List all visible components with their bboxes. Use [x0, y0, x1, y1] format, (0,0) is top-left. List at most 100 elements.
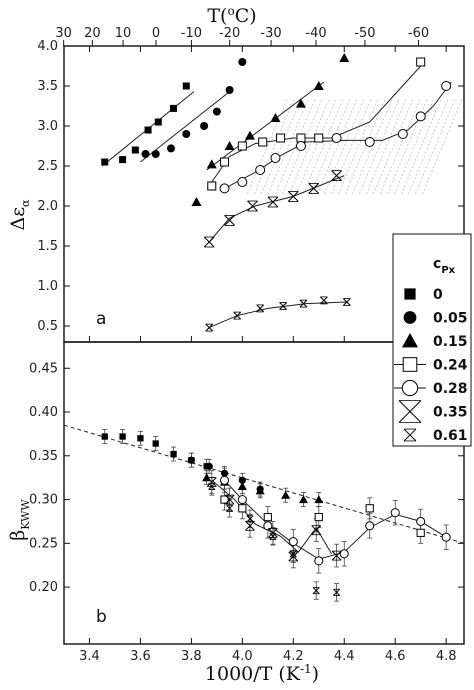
open-circle-point — [255, 165, 266, 175]
top-axis-title: T(oC) — [207, 4, 256, 27]
filled-circle-point — [182, 130, 191, 138]
hatch-line — [268, 97, 309, 195]
legend-label: 0.05 — [433, 311, 468, 327]
hatch-line — [359, 97, 400, 195]
open-square-point — [220, 157, 230, 167]
filled-triangle-point — [255, 486, 265, 495]
legend-label: 0.35 — [433, 405, 468, 421]
open-square-point — [296, 133, 306, 143]
filled-square-point — [170, 104, 178, 112]
large-boxed-x-point — [224, 214, 235, 226]
bottom-axis-title-main: 1000/T (K — [205, 663, 301, 685]
top-tick-label: 10 — [115, 26, 132, 41]
y-tick-label: 0.40 — [29, 405, 58, 420]
hatch-line — [254, 97, 295, 195]
filled-circle-point — [167, 144, 176, 153]
small-boxed-x-point — [226, 504, 234, 512]
filled-circle-point — [238, 476, 246, 484]
top-tick-label: 20 — [84, 26, 101, 41]
legend-title-main: c — [433, 256, 441, 272]
legend-title: cPx — [433, 256, 456, 276]
fit-line — [211, 65, 422, 183]
filled-square-point — [170, 450, 177, 458]
open-circle-point — [331, 133, 342, 143]
filled-triangle-point — [313, 81, 324, 90]
filled-square-point — [154, 118, 162, 126]
top-tick-label: 0 — [152, 26, 160, 41]
small-boxed-x-point — [279, 302, 287, 310]
filled-triangle-point — [314, 495, 324, 504]
x-tick-label: 4.6 — [385, 649, 406, 664]
y-tick-label: 1.5 — [37, 239, 58, 254]
open-square-point — [263, 512, 272, 522]
top-tick-label: -50 — [354, 26, 375, 41]
fit-line — [224, 479, 447, 560]
y-tick-label: 0.45 — [29, 361, 58, 376]
open-circle-point — [263, 521, 273, 531]
hatch-line — [387, 97, 428, 195]
open-square-point — [416, 528, 425, 537]
filled-triangle-point — [191, 197, 202, 206]
small-boxed-x-point — [289, 550, 297, 558]
legend-box — [392, 233, 472, 447]
y-tick-label: 0.20 — [29, 580, 58, 595]
open-circle-point — [365, 521, 375, 531]
panel-a-ylabel-main: Δε — [7, 207, 29, 231]
panel-b-ylabel: βKWW — [7, 499, 32, 541]
legend-label: 0.28 — [433, 381, 468, 397]
small-boxed-x-point — [233, 311, 242, 320]
top-tick-label: -40 — [305, 26, 326, 41]
small-boxed-x-point — [320, 296, 328, 305]
top-tick-label: -30 — [260, 26, 281, 41]
open-circle-point — [237, 495, 247, 505]
open-circle-point — [288, 537, 298, 547]
open-square-point — [276, 133, 286, 143]
filled-circle-point — [141, 150, 150, 158]
top-axis-title-main: T( — [207, 5, 227, 27]
hatch-line — [310, 97, 351, 195]
open-circle-point — [390, 508, 400, 518]
hatch-line — [303, 97, 344, 195]
panel-a-letter: a — [96, 309, 106, 329]
small-boxed-x-point — [312, 587, 320, 595]
hatched-region — [247, 97, 463, 195]
top-tick-label: 30 — [55, 26, 72, 41]
filled-circle-point — [200, 122, 209, 130]
x-tick-label: 4.4 — [334, 649, 355, 664]
filled-circle-point — [212, 107, 221, 116]
hatch-line — [408, 97, 449, 195]
hatch-line — [296, 97, 337, 195]
open-square-point — [402, 357, 418, 372]
open-square-point — [416, 57, 426, 67]
hatch-line — [275, 97, 316, 195]
small-boxed-x-point — [299, 299, 308, 308]
open-square-point — [237, 141, 247, 151]
open-circle-point — [314, 556, 324, 566]
large-boxed-x-point — [311, 525, 322, 536]
open-square-point — [314, 512, 323, 522]
top-tick-label: -60 — [408, 26, 429, 41]
open-circle-point — [364, 137, 375, 147]
filled-circle-point — [151, 150, 160, 158]
legend-title-sub: Px — [441, 265, 455, 276]
bottom-axis-title: 1000/T (K-1) — [205, 662, 319, 685]
filled-triangle-point — [295, 98, 306, 108]
large-boxed-x-point — [267, 196, 279, 208]
fit-line — [206, 81, 325, 171]
open-square-point — [207, 181, 217, 191]
open-circle-point — [397, 129, 408, 139]
filled-triangle-point — [339, 53, 350, 62]
filled-square-point — [404, 288, 416, 300]
fit-lines — [63, 65, 465, 560]
small-boxed-x-point — [208, 482, 216, 490]
filled-square-point — [119, 433, 126, 440]
panel-b-ylabel-sub: KWW — [19, 499, 32, 530]
filled-circle-point — [403, 311, 417, 324]
open-circle-point — [270, 153, 281, 163]
filled-square-point — [137, 435, 144, 442]
large-boxed-x-point — [203, 236, 215, 248]
y-tick-label: 0.5 — [37, 319, 58, 334]
y-tick-label: 3.5 — [37, 79, 58, 94]
hatch-line — [380, 97, 421, 195]
